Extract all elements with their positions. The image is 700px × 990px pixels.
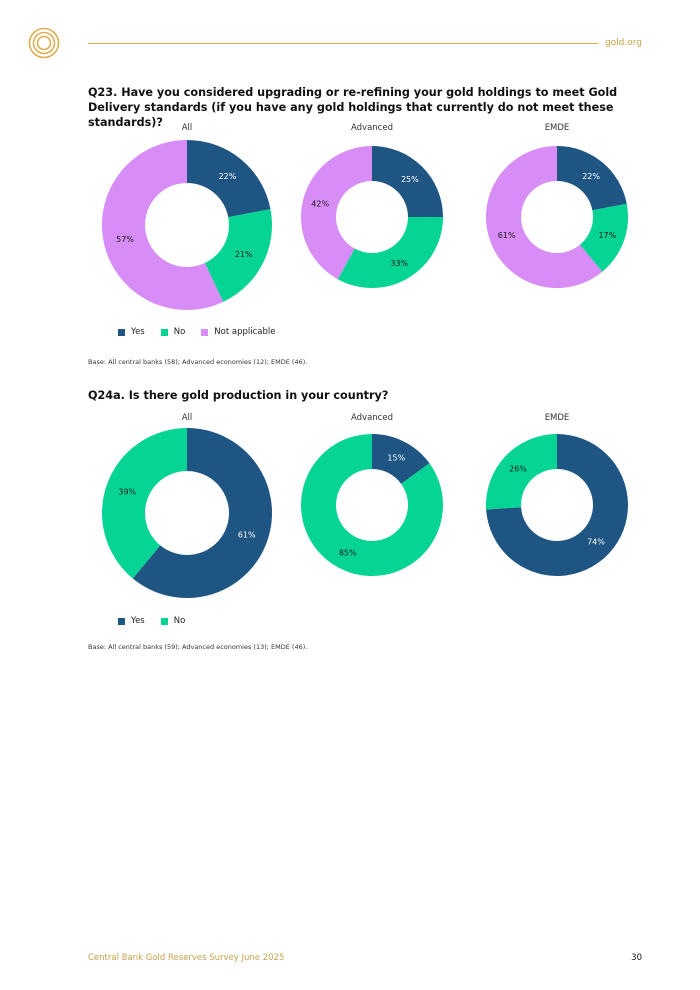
data-label-advanced-yes: 15% [387,453,405,462]
legend-item-yes: Yes [118,616,145,626]
slice-advanced-yes [372,146,443,217]
slice-advanced-not-applicable [301,146,372,280]
slice-advanced-no [301,434,444,576]
slice-all-no [102,428,187,579]
gold-org-logo [28,27,60,59]
slice-emde-no [486,434,557,510]
legend-label-no: No [173,327,186,337]
data-label-all-no: 21% [235,250,253,259]
slice-emde-yes [486,434,628,576]
legend-swatch-yes [118,617,125,625]
legend-label-yes: Yes [131,327,145,337]
donut-chart-q24a: All 61% 39% Advanced 15% 85% EMDE 74% 26% [0,405,700,605]
donut-title-all: All [182,123,193,133]
legend-label-no: No [173,616,186,626]
donut-title-all: All [182,413,193,423]
legend-q24a: Yes No [118,616,185,626]
data-label-all-yes: 22% [219,172,237,181]
data-label-emde-yes: 22% [582,172,600,181]
donut-chart-q23: All 22% 21% 57% Advanced 25% 33% 42% EMDE 22% 17% 6… [0,115,700,330]
data-label-emde-yes: 74% [587,538,605,547]
data-label-all-not-applicable: 57% [116,235,134,244]
data-label-advanced-yes: 25% [401,175,419,184]
data-label-advanced-not-applicable: 42% [311,200,329,209]
slice-emde-not-applicable [485,146,603,288]
slice-emde-no [579,203,628,272]
data-label-all-yes: 61% [238,531,256,540]
footer-title: Central Bank Gold Reserves Survey June 2… [88,953,285,963]
legend-item-not-applicable: Not applicable [201,327,275,337]
data-label-advanced-no: 85% [339,549,357,558]
header-rule [88,43,598,44]
base-note-q24a: Base: All central banks (59); Advanced e… [88,643,308,651]
donut-title-emde: EMDE [545,413,570,423]
page-number: 30 [631,953,642,963]
base-note-q23: Base: All central banks (58); Advanced e… [88,358,308,366]
slice-all-yes [132,428,273,598]
slice-advanced-yes [372,434,430,484]
legend-label-yes: Yes [131,616,145,626]
data-label-emde-no: 26% [509,464,527,473]
data-label-emde-no: 17% [598,231,616,240]
question-q24a: Q24a. Is there gold production in your c… [88,389,389,402]
legend-swatch-yes [118,328,125,336]
donut-title-advanced: Advanced [351,123,393,133]
legend-swatch-no [160,328,168,336]
slice-all-no [204,209,272,302]
legend-item-no: No [160,616,186,626]
site-link[interactable]: gold.org [604,38,642,48]
legend-q23: Yes No Not applicable [118,327,275,337]
donut-title-emde: EMDE [545,123,570,133]
slice-emde-yes [557,146,627,211]
data-label-emde-not-applicable: 61% [498,231,516,240]
question-q23: Q23. Have you considered upgrading or re… [88,86,618,129]
donut-title-advanced: Advanced [351,413,393,423]
slice-all-yes [187,140,271,218]
data-label-advanced-no: 33% [390,259,408,268]
slice-advanced-no [337,217,443,289]
donut-chart-q24a-svg: All 61% 39% Advanced 15% 85% EMDE 74% 26% [102,413,628,598]
legend-swatch-not-applicable [201,328,209,336]
slice-all-not-applicable [101,140,224,310]
legend-item-no: No [160,327,186,337]
donut-chart-q23-svg: All 22% 21% 57% Advanced 25% 33% 42% EMDE 22% 17% 6… [101,123,628,310]
legend-label-not-applicable: Not applicable [214,327,276,337]
data-label-all-no: 39% [118,487,136,496]
legend-item-yes: Yes [118,327,145,337]
legend-swatch-no [160,617,168,625]
